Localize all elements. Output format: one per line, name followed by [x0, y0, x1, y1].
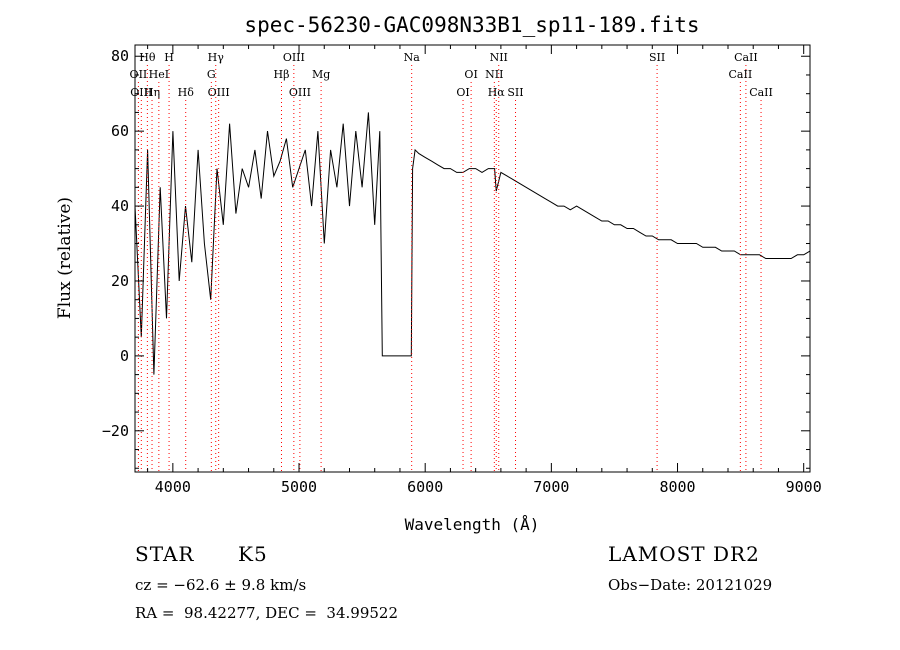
spectral-line-label: SII	[507, 86, 523, 99]
spectral-line-label: NII	[490, 51, 508, 64]
spectral-line-label: OI	[456, 86, 469, 99]
spectral-line-label: OIII	[283, 51, 305, 64]
spectral-line-label: OIII	[130, 86, 152, 99]
spectral-line-label: NII	[485, 68, 503, 81]
plot-frame	[134, 44, 811, 473]
spectral-line-label: CaII	[729, 68, 753, 81]
spectral-line-label: Hα	[488, 86, 506, 99]
y-tick-label: 20	[111, 272, 129, 290]
redshift-cz: cz = −62.6 ± 9.8 km/s	[135, 576, 307, 594]
tick-layer: 4000 5000 6000 7000 8000 9000 −20 0 20 40 60 80	[102, 45, 822, 496]
x-tick-label: 7000	[533, 478, 569, 496]
spectral-line-label: SII	[649, 51, 665, 64]
x-axis-label: Wavelength (Å)	[405, 515, 540, 534]
spectrum-series-line	[135, 112, 810, 375]
object-class: STAR	[135, 542, 195, 566]
x-tick-label: 9000	[786, 478, 822, 496]
spectral-line-label: OIII	[289, 86, 311, 99]
spectral-line-label: CaII	[749, 86, 773, 99]
spectral-line-label: HeI	[149, 68, 169, 81]
x-tick-label: 4000	[155, 478, 191, 496]
chart-title: spec-56230-GAC098N33B1_sp11-189.fits	[244, 13, 699, 37]
y-tick-label: 40	[111, 197, 129, 215]
spectral-line-label: Hβ	[274, 68, 290, 81]
spectral-line-label: Mg	[312, 68, 330, 81]
spectral-line-label: Hθ	[139, 51, 156, 64]
spectral-line-label: G	[207, 68, 216, 81]
x-tick-label: 5000	[281, 478, 317, 496]
observation-date: Obs−Date: 20121029	[608, 576, 773, 594]
spectral-line-label: OI	[464, 68, 477, 81]
survey-name: LAMOST DR2	[608, 542, 760, 566]
sky-coordinates: RA = 98.42277, DEC = 34.99522	[135, 604, 399, 622]
y-tick-label: 0	[120, 347, 129, 365]
spectral-line-label: H	[164, 51, 174, 64]
y-axis-label: Flux (relative)	[55, 197, 75, 319]
y-tick-label: 60	[111, 122, 129, 140]
spectral-line-label: CaII	[734, 51, 758, 64]
data-layer	[135, 112, 810, 375]
object-subclass: K5	[238, 542, 268, 566]
y-tick-label: −20	[102, 422, 129, 440]
x-tick-label: 6000	[407, 478, 443, 496]
y-tick-label: 80	[111, 47, 129, 65]
spectral-line-label: OIII	[208, 86, 230, 99]
x-tick-label: 8000	[659, 478, 695, 496]
spectral-line-label: Hη	[144, 86, 160, 99]
spectral-line-label: Hγ	[208, 51, 225, 64]
spectral-line-label: Hδ	[178, 86, 195, 99]
spectral-line-label: Na	[404, 51, 421, 64]
